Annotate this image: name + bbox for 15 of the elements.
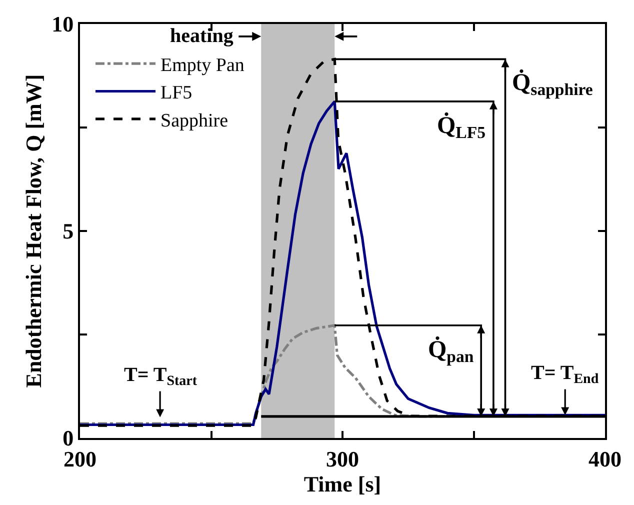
y-tick-label: 10 [52, 12, 74, 37]
x-tick-label: 400 [588, 446, 622, 472]
legend-label: LF5 [160, 82, 192, 104]
y-tick-label: 5 [62, 218, 74, 244]
annotation: T= T$_{Start}$ [124, 364, 198, 390]
band-label: heating [170, 25, 234, 47]
x-tick-label: 300 [326, 446, 359, 472]
annotation: Q̇$_{LF5}$ [437, 112, 486, 142]
legend-label: Empty Pan [160, 54, 245, 76]
x-axis-title: Time [s] [304, 471, 382, 496]
annotation: Q̇$_{sapphire}$ [512, 69, 594, 100]
annotation: T= T$_{End}$ [531, 362, 599, 388]
annotation: Q̇$_{pan}$ [428, 336, 474, 366]
legend-label: Sapphire [160, 110, 228, 132]
y-axis-title: Endothermic Heat Flow, Q [mW] [20, 74, 46, 388]
